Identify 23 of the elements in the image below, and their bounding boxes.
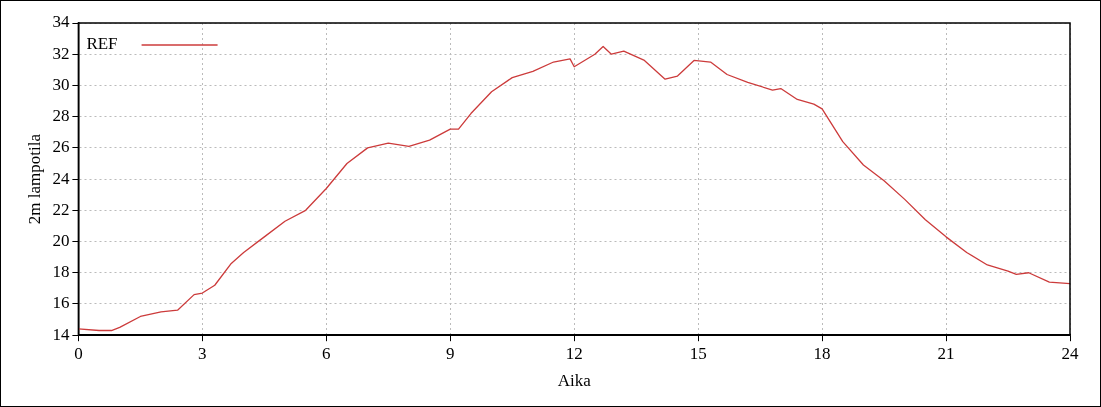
legend-label: REF	[86, 34, 118, 54]
x-tick-label: 3	[198, 343, 207, 363]
y-tick-label: 20	[52, 231, 70, 251]
x-tick-label: 9	[446, 343, 455, 363]
y-tick-label: 18	[52, 262, 70, 282]
y-tick-label: 34	[52, 12, 70, 32]
x-tick-label: 12	[565, 343, 583, 363]
y-tick-label: 30	[52, 74, 70, 94]
y-tick-label: 24	[52, 168, 70, 188]
y-axis-title: 2m lampotila	[24, 133, 44, 225]
x-tick-label: 6	[322, 343, 331, 363]
x-tick-label: 15	[689, 343, 707, 363]
x-tick-label: 24	[1061, 343, 1079, 363]
y-tick-label: 32	[52, 43, 70, 63]
y-tick-label: 16	[52, 293, 70, 313]
x-tick-label: 21	[937, 343, 955, 363]
y-tick-label: 14	[52, 324, 70, 344]
x-axis-title: Aika	[557, 371, 592, 391]
y-tick-label: 26	[52, 137, 70, 157]
y-tick-label: 28	[52, 106, 70, 126]
x-tick-label: 0	[74, 343, 83, 363]
y-tick-label: 22	[52, 199, 70, 219]
x-tick-label: 18	[813, 343, 831, 363]
